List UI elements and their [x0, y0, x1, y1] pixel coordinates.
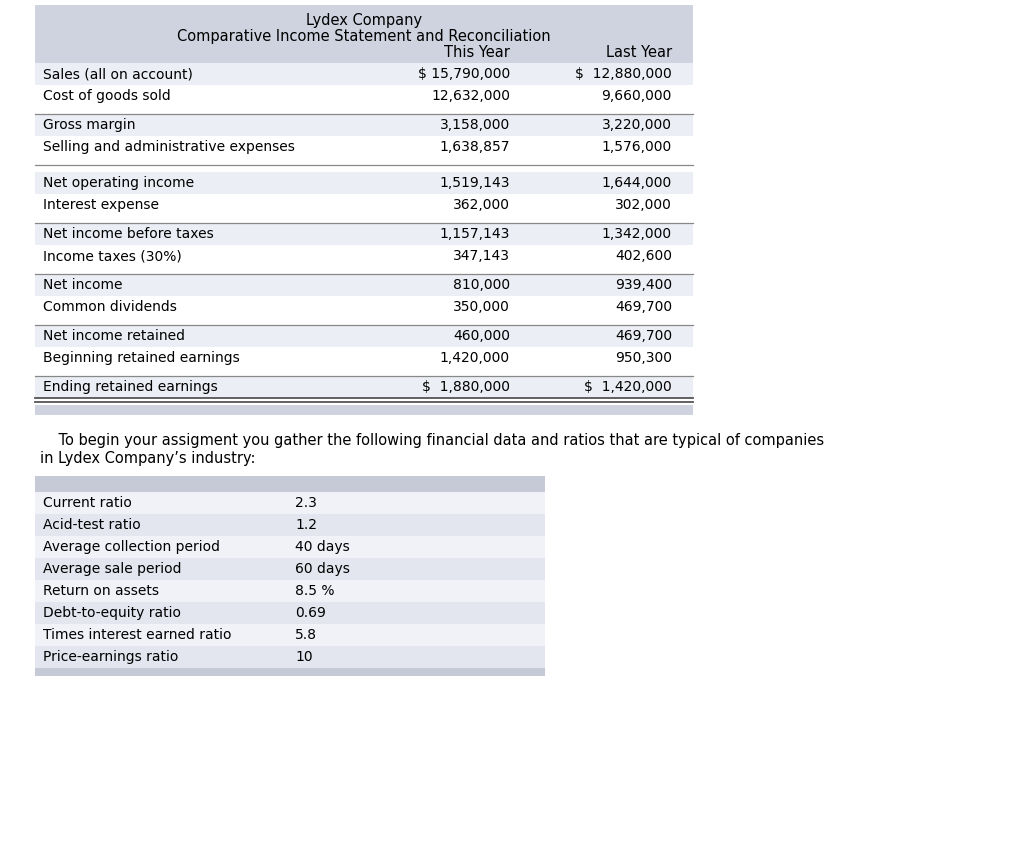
Bar	[35, 536, 545, 558]
Text: Income taxes (30%): Income taxes (30%)	[43, 249, 181, 263]
Bar	[35, 492, 545, 514]
Text: Common dividends: Common dividends	[43, 300, 177, 314]
Text: Beginning retained earnings: Beginning retained earnings	[43, 351, 240, 365]
Text: Acid-test ratio: Acid-test ratio	[43, 518, 140, 532]
Text: Interest expense: Interest expense	[43, 198, 159, 212]
Text: Net operating income: Net operating income	[43, 176, 195, 190]
Bar	[35, 580, 545, 602]
Text: 1,157,143: 1,157,143	[439, 227, 510, 241]
Text: Selling and administrative expenses: Selling and administrative expenses	[43, 140, 295, 154]
Bar	[35, 296, 693, 318]
Bar	[35, 172, 693, 194]
Text: 810,000: 810,000	[453, 278, 510, 292]
Text: 1,519,143: 1,519,143	[439, 176, 510, 190]
Text: Current ratio: Current ratio	[43, 496, 132, 510]
Bar	[35, 646, 545, 668]
Text: 1,644,000: 1,644,000	[602, 176, 672, 190]
Bar	[35, 5, 693, 63]
Text: 40 days: 40 days	[295, 540, 350, 554]
Text: 347,143: 347,143	[453, 249, 510, 263]
Bar	[35, 245, 693, 267]
Bar	[35, 376, 693, 398]
Text: Sales (all on account): Sales (all on account)	[43, 67, 193, 81]
Text: in Lydex Company’s industry:: in Lydex Company’s industry:	[40, 451, 256, 466]
Bar	[35, 136, 693, 158]
Text: To begin your assigment you gather the following financial data and ratios that : To begin your assigment you gather the f…	[40, 433, 824, 448]
Text: Average sale period: Average sale period	[43, 562, 181, 576]
Text: Gross margin: Gross margin	[43, 118, 135, 132]
Text: 3,158,000: 3,158,000	[439, 118, 510, 132]
Bar	[35, 405, 693, 415]
Text: $ 15,790,000: $ 15,790,000	[418, 67, 510, 81]
Text: 469,700: 469,700	[614, 329, 672, 343]
Text: 10: 10	[295, 650, 312, 664]
Text: 12,632,000: 12,632,000	[431, 89, 510, 103]
Bar	[35, 63, 693, 85]
Text: Average collection period: Average collection period	[43, 540, 220, 554]
Text: Debt-to-equity ratio: Debt-to-equity ratio	[43, 606, 181, 620]
Text: $  12,880,000: $ 12,880,000	[575, 67, 672, 81]
Text: Return on assets: Return on assets	[43, 584, 159, 598]
Bar	[35, 85, 693, 107]
Bar	[35, 194, 693, 216]
Text: 1,576,000: 1,576,000	[602, 140, 672, 154]
Bar	[35, 274, 693, 296]
Text: 469,700: 469,700	[614, 300, 672, 314]
Text: Ending retained earnings: Ending retained earnings	[43, 380, 218, 394]
Text: 362,000: 362,000	[453, 198, 510, 212]
Text: Net income: Net income	[43, 278, 123, 292]
Text: 939,400: 939,400	[614, 278, 672, 292]
Text: Price-earnings ratio: Price-earnings ratio	[43, 650, 178, 664]
Text: 9,660,000: 9,660,000	[602, 89, 672, 103]
Text: Net income retained: Net income retained	[43, 329, 185, 343]
Text: 3,220,000: 3,220,000	[602, 118, 672, 132]
Text: This Year: This Year	[444, 45, 510, 60]
Text: 0.69: 0.69	[295, 606, 326, 620]
Bar	[35, 325, 693, 347]
Text: 1,420,000: 1,420,000	[440, 351, 510, 365]
Text: 460,000: 460,000	[453, 329, 510, 343]
Text: 60 days: 60 days	[295, 562, 350, 576]
Bar	[35, 223, 693, 245]
Text: 2.3: 2.3	[295, 496, 316, 510]
Text: 1,638,857: 1,638,857	[439, 140, 510, 154]
Text: 402,600: 402,600	[615, 249, 672, 263]
Text: 5.8: 5.8	[295, 628, 317, 642]
Text: 950,300: 950,300	[615, 351, 672, 365]
Text: 1,342,000: 1,342,000	[602, 227, 672, 241]
Text: Comparative Income Statement and Reconciliation: Comparative Income Statement and Reconci…	[177, 29, 551, 44]
Bar	[35, 347, 693, 369]
Bar	[35, 114, 693, 136]
Text: $  1,880,000: $ 1,880,000	[422, 380, 510, 394]
Bar	[35, 514, 545, 536]
Text: Net income before taxes: Net income before taxes	[43, 227, 214, 241]
Bar	[35, 602, 545, 624]
Bar	[35, 558, 545, 580]
Text: 1.2: 1.2	[295, 518, 317, 532]
Text: 8.5 %: 8.5 %	[295, 584, 335, 598]
Text: Cost of goods sold: Cost of goods sold	[43, 89, 171, 103]
Text: Lydex Company: Lydex Company	[306, 13, 422, 28]
Text: Times interest earned ratio: Times interest earned ratio	[43, 628, 231, 642]
Text: $  1,420,000: $ 1,420,000	[585, 380, 672, 394]
Text: 302,000: 302,000	[615, 198, 672, 212]
Text: 350,000: 350,000	[454, 300, 510, 314]
Bar	[35, 668, 545, 676]
Text: Last Year: Last Year	[606, 45, 672, 60]
Bar	[35, 476, 545, 492]
Bar	[35, 624, 545, 646]
